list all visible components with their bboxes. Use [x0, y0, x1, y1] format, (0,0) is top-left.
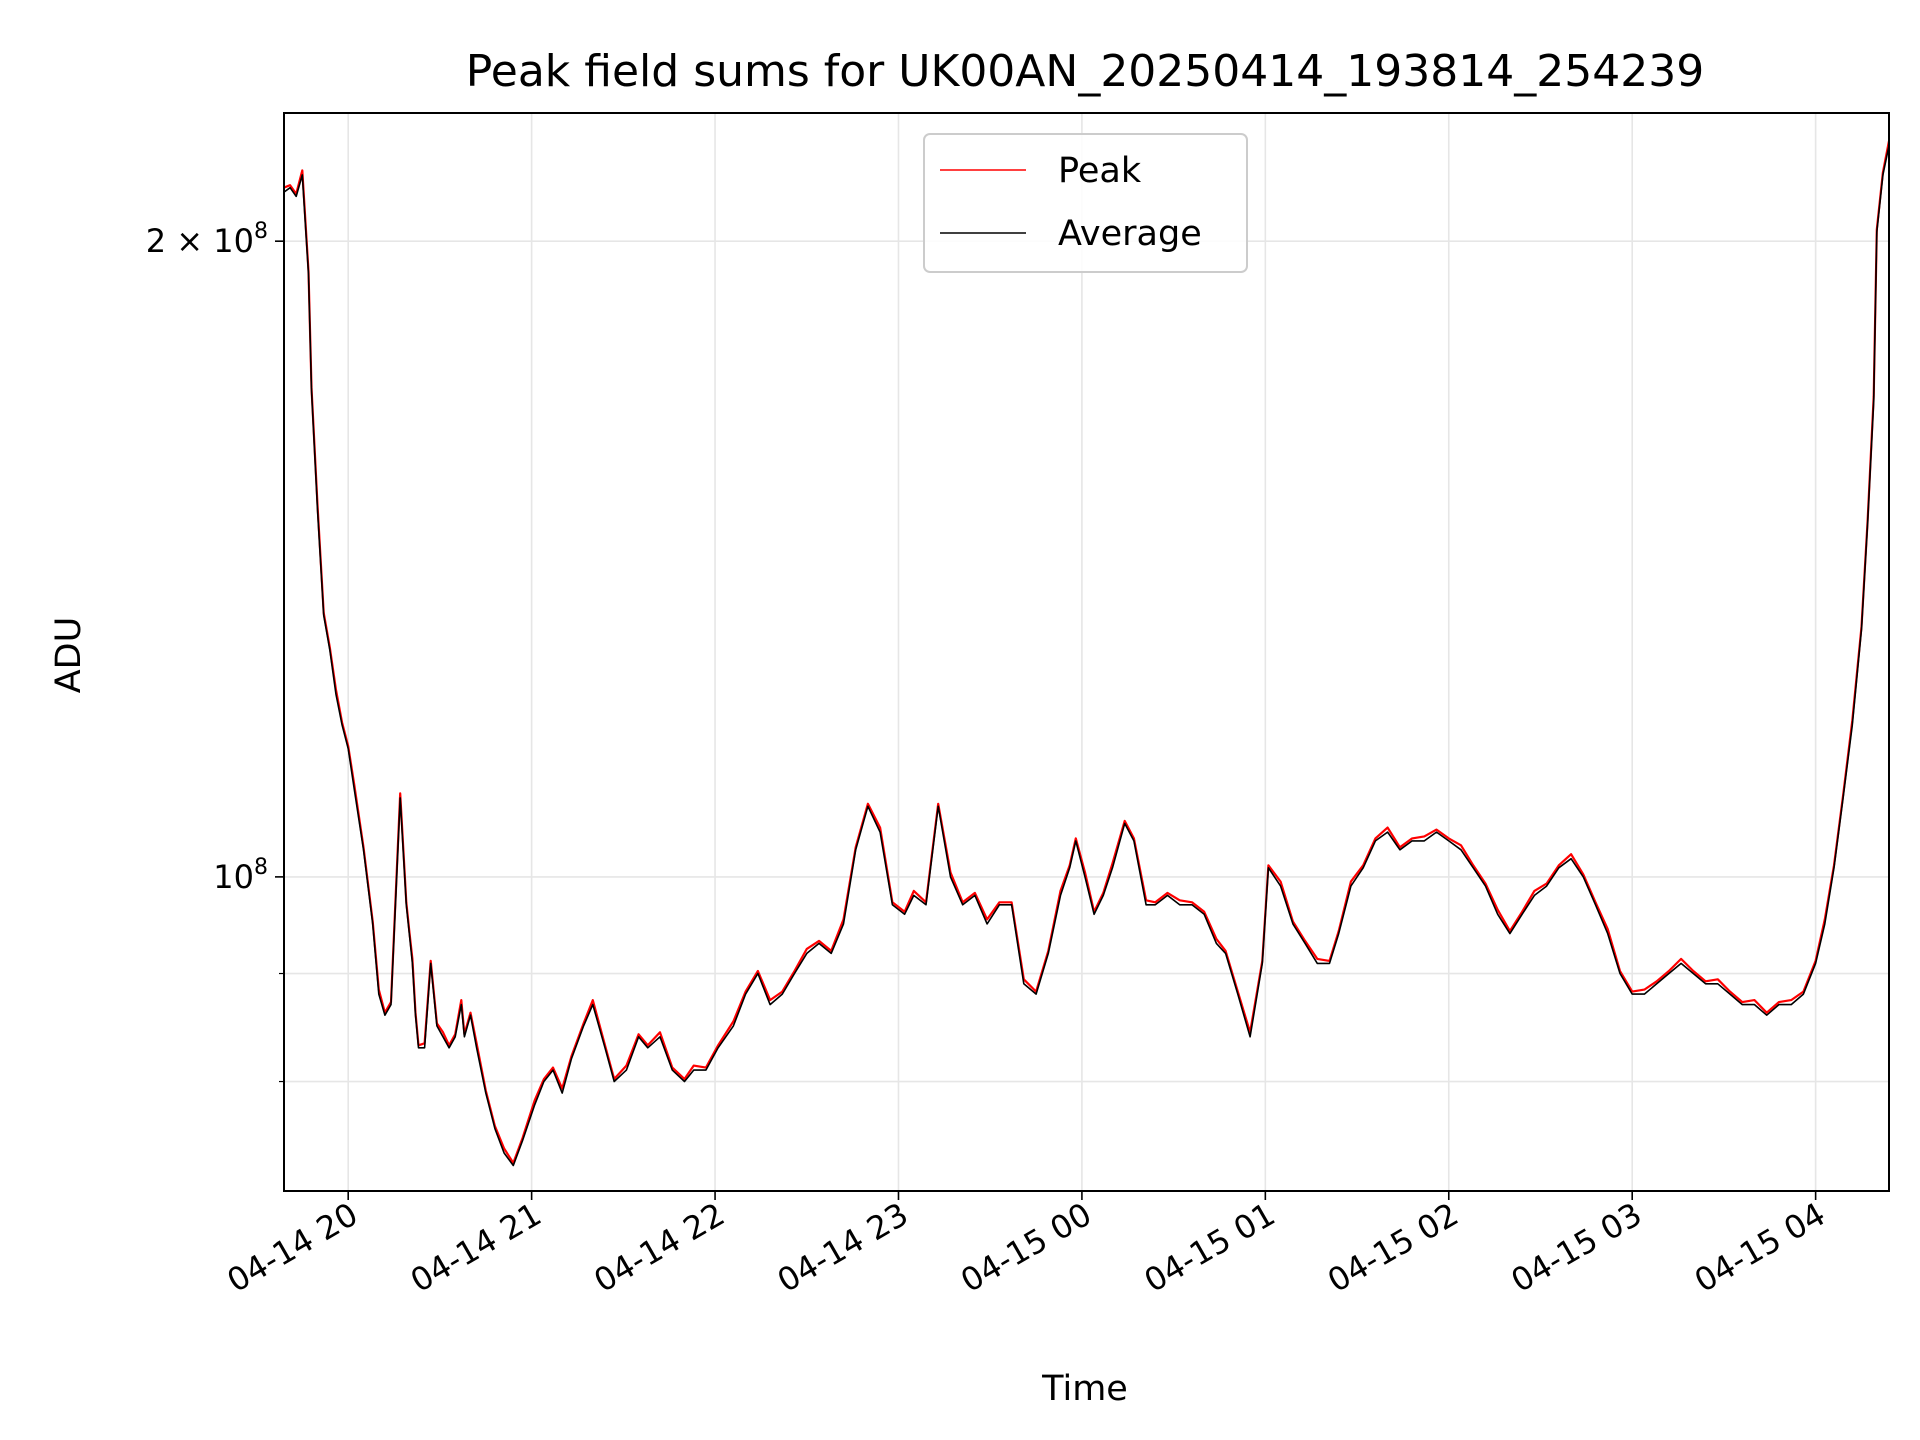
grid-layer [284, 113, 1889, 1191]
x-tick-label: 04-15 04 [1688, 1195, 1832, 1300]
x-axis-label: Time [1041, 1369, 1128, 1409]
x-tick-label: 04-15 02 [1321, 1195, 1465, 1300]
x-tick-label: 04-15 03 [1505, 1195, 1649, 1300]
series-line-average [284, 145, 1889, 1167]
series-line-peak [284, 140, 1889, 1165]
plot-frame [283, 112, 1890, 1192]
chart-title: Peak field sums for UK00AN_20250414_1938… [466, 46, 1704, 97]
tick-layer: 04-14 20 04-14 21 04-14 22 04-14 23 04-15 00… [146, 219, 1832, 1300]
legend: Peak Average [923, 133, 1248, 273]
y-axis-label: ADU [49, 617, 89, 694]
legend-label-peak: Peak [1058, 151, 1142, 191]
x-tick-label: 04-15 01 [1138, 1195, 1282, 1300]
y-tick-label: 2 × 108 [146, 219, 268, 260]
x-tick-label: 04-14 22 [587, 1195, 731, 1300]
y-tick-label: 108 [213, 855, 268, 896]
legend-label-average: Average [1058, 214, 1202, 254]
x-tick-label: 04-14 23 [771, 1195, 915, 1300]
x-tick-label: 04-14 20 [221, 1195, 365, 1300]
x-tick-label: 04-15 00 [954, 1195, 1098, 1300]
legend-box [923, 133, 1248, 273]
series-layer [284, 140, 1889, 1167]
x-tick-label: 04-14 21 [404, 1195, 548, 1300]
